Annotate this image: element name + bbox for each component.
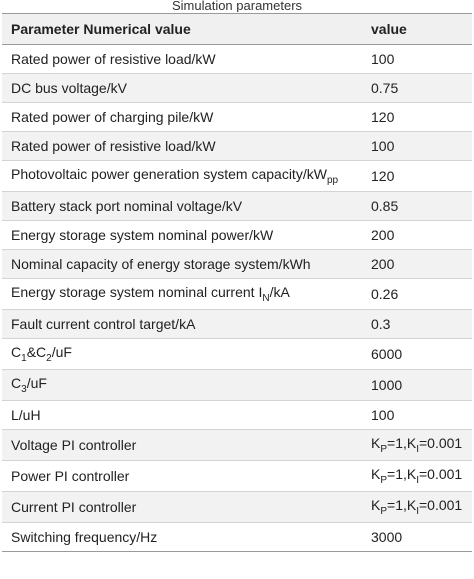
value-subscript: P <box>380 505 388 517</box>
value-cell: 3000 <box>362 522 472 552</box>
value-cell: 0.85 <box>362 191 472 221</box>
parameter-cell: Photovoltaic power generation system cap… <box>2 160 362 192</box>
parameter-subscript: pp <box>326 174 339 186</box>
table-row: DC bus voltage/kV 0.75 <box>2 73 472 103</box>
parameter-cell: Switching frequency/Hz <box>2 522 362 552</box>
table-row: Rated power of resistive load/kW 100 <box>2 44 472 74</box>
value-cell: 120 <box>362 160 472 192</box>
table-row: Nominal capacity of energy storage syste… <box>2 249 472 279</box>
parameter-cell: Rated power of resistive load/kW <box>2 44 362 74</box>
parameter-subscript: N <box>262 292 270 304</box>
value-cell: 100 <box>362 44 472 74</box>
parameter-cell: Voltage PI controller <box>2 429 362 461</box>
table-row: L/uH 100 <box>2 400 472 430</box>
value-subscript: P <box>380 474 388 486</box>
table-caption: Simulation parameters <box>171 0 303 12</box>
parameter-cell: Energy storage system nominal power/kW <box>2 220 362 250</box>
parameter-cell: C3/uF <box>2 369 362 401</box>
parameter-cell: DC bus voltage/kV <box>2 73 362 103</box>
value-text: K <box>371 497 381 514</box>
parameter-cell: Battery stack port nominal voltage/kV <box>2 191 362 221</box>
table-row: Photovoltaic power generation system cap… <box>2 160 472 192</box>
parameter-cell: Rated power of charging pile/kW <box>2 102 362 132</box>
value-cell: 200 <box>362 249 472 279</box>
value-text: =1,K <box>387 435 417 452</box>
table-row: Energy storage system nominal power/kW 2… <box>2 220 472 250</box>
value-subscript: I <box>416 443 419 455</box>
parameter-text: C <box>11 375 22 392</box>
parameter-suffix: /kA <box>269 284 290 301</box>
value-text: K <box>371 435 381 452</box>
value-cell: 100 <box>362 131 472 161</box>
value-subscript: I <box>416 505 419 517</box>
value-cell: KP=1,KI=0.001 <box>362 460 472 492</box>
parameter-subscript: 3 <box>21 383 27 395</box>
table-row: Voltage PI controller KP=1,KI=0.001 <box>2 429 472 461</box>
parameter-cell: Power PI controller <box>2 460 362 492</box>
table-row: C3/uF 1000 <box>2 369 472 401</box>
parameter-subscript: 1 <box>21 352 27 364</box>
value-cell: 0.75 <box>362 73 472 103</box>
value-text: =1,K <box>387 466 417 483</box>
table-row: Switching frequency/Hz 3000 <box>2 522 472 552</box>
parameter-cell: C1&C2/uF <box>2 338 362 370</box>
value-cell: 120 <box>362 102 472 132</box>
header-value: value <box>362 13 472 45</box>
table-row: Current PI controller KP=1,KI=0.001 <box>2 491 472 523</box>
parameter-text: C <box>11 344 22 361</box>
value-cell: KP=1,KI=0.001 <box>362 429 472 461</box>
value-cell: 100 <box>362 400 472 430</box>
value-cell: KP=1,KI=0.001 <box>362 491 472 523</box>
parameter-mid: &C <box>26 344 47 361</box>
parameters-table: Parameter Numerical value value Rated po… <box>2 13 472 552</box>
value-cell: 6000 <box>362 338 472 370</box>
value-cell: 0.3 <box>362 309 472 339</box>
table-row: Rated power of charging pile/kW 120 <box>2 102 472 132</box>
parameter-cell: Current PI controller <box>2 491 362 523</box>
parameter-suffix: /uF <box>51 344 72 361</box>
value-subscript: I <box>416 474 419 486</box>
table-row: Power PI controller KP=1,KI=0.001 <box>2 460 472 492</box>
table-row: Energy storage system nominal current IN… <box>2 278 472 310</box>
parameter-text: Photovoltaic power generation system cap… <box>11 166 327 183</box>
parameter-cell: Rated power of resistive load/kW <box>2 131 362 161</box>
parameter-cell: Nominal capacity of energy storage syste… <box>2 249 362 279</box>
value-subscript: P <box>380 443 388 455</box>
parameter-cell: Fault current control target/kA <box>2 309 362 339</box>
header-parameter: Parameter Numerical value <box>2 13 362 45</box>
parameter-subscript-2: 2 <box>46 352 52 364</box>
value-text: =1,K <box>387 497 417 514</box>
table-header-row: Parameter Numerical value value <box>2 13 472 45</box>
value-cell: 0.26 <box>362 278 472 310</box>
parameter-cell: Energy storage system nominal current IN… <box>2 278 362 310</box>
value-cell: 200 <box>362 220 472 250</box>
value-text: =0.001 <box>419 435 463 452</box>
table-row: Rated power of resistive load/kW 100 <box>2 131 472 161</box>
value-text: =0.001 <box>419 466 463 483</box>
value-text: =0.001 <box>419 497 463 514</box>
table-row: C1&C2/uF 6000 <box>2 338 472 370</box>
parameter-cell: L/uH <box>2 400 362 430</box>
parameter-suffix: /uF <box>26 375 47 392</box>
table-row: Fault current control target/kA 0.3 <box>2 309 472 339</box>
value-cell: 1000 <box>362 369 472 401</box>
table-row: Battery stack port nominal voltage/kV 0.… <box>2 191 472 221</box>
parameter-text: Energy storage system nominal current I <box>11 284 263 301</box>
value-text: K <box>371 466 381 483</box>
